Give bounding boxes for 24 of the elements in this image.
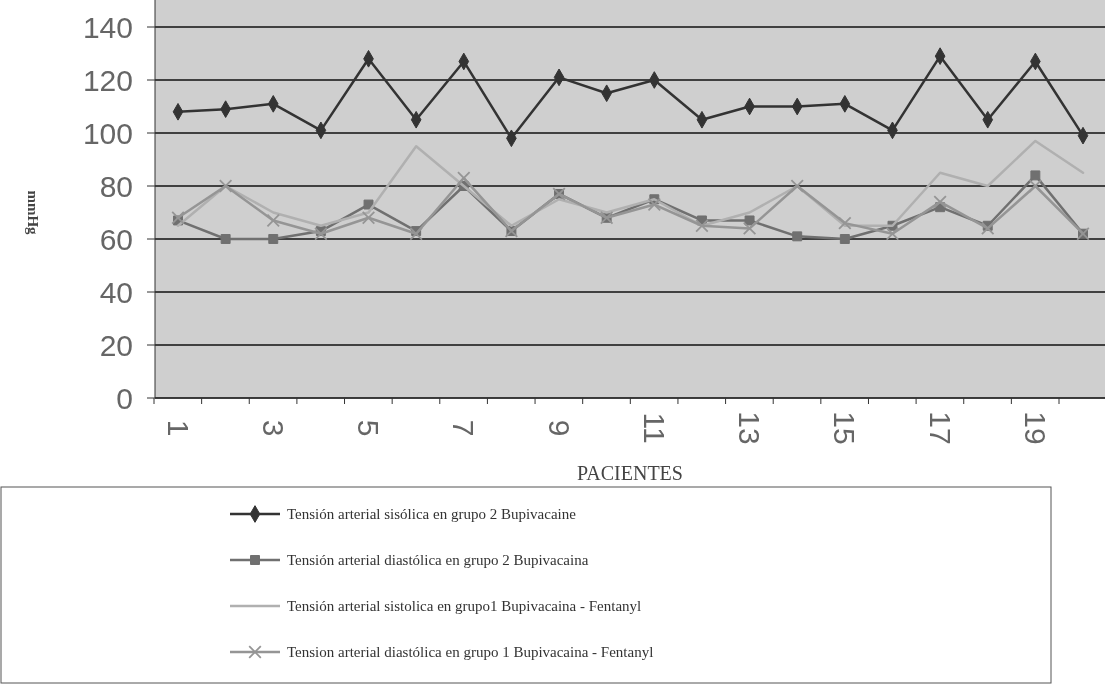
x-tick-label: 1 — [161, 419, 195, 437]
legend-label: Tensión arterial diastólica en grupo 2 Bupivacaina — [287, 552, 589, 569]
legend-label: Tensión arterial sistolica en grupo1 Bupivacaina - Fentanyl — [287, 598, 642, 615]
x-tick-label: 7 — [447, 419, 481, 437]
x-tick-label: 11 — [637, 412, 671, 444]
y-tick-label: 20 — [99, 328, 133, 362]
y-tick-label: 40 — [99, 275, 133, 309]
x-tick-label: 5 — [352, 419, 386, 437]
y-tick-label: 120 — [82, 63, 133, 97]
legend-label: Tension arterial diastólica en grupo 1 Bupivacaina - Fentanyl — [287, 644, 654, 661]
y-tick-label: 60 — [99, 222, 133, 256]
x-tick-label: 9 — [542, 419, 576, 437]
x-tick-label: 3 — [256, 419, 290, 437]
y-tick-label: 140 — [82, 10, 133, 44]
x-tick-label: 13 — [733, 411, 767, 445]
y-tick-label: 80 — [99, 169, 133, 203]
y-tick-label: 100 — [82, 116, 133, 150]
legend-label: Tensión arterial sisólica en grupo 2 Bupivacaine — [287, 506, 577, 523]
x-tick-label: 15 — [828, 411, 862, 445]
y-axis-title: mmHg — [25, 190, 41, 236]
y-tick-label: 0 — [116, 381, 133, 415]
x-tick-label: 19 — [1018, 411, 1052, 445]
x-tick-label: 17 — [923, 411, 957, 445]
x-axis-title: PACIENTES — [577, 462, 683, 484]
